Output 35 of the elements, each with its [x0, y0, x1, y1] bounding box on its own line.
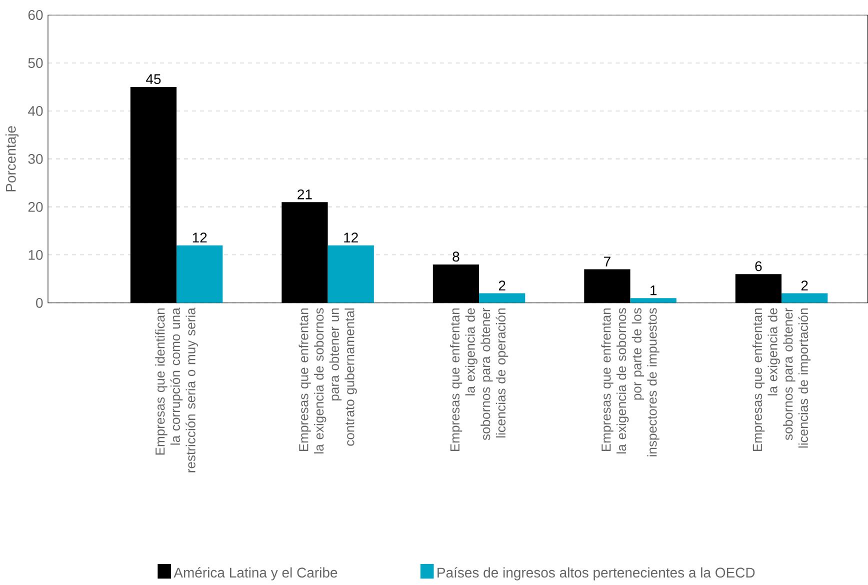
data-label: 8 — [452, 252, 460, 262]
data-label: 6 — [755, 261, 762, 272]
x-tick-label: Empresas que enfrentan la exigencia de sobornos para obtener licencias de operación — [450, 308, 508, 452]
bar — [282, 202, 328, 304]
legend-label: América Latina y el Caribe — [174, 567, 338, 580]
y-tick-label: 60 — [28, 10, 43, 20]
y-tick-label: 50 — [28, 58, 43, 68]
bar — [630, 298, 676, 304]
y-tick-label: 10 — [28, 250, 43, 260]
y-tick-label: 30 — [28, 154, 43, 164]
y-tick-label: 40 — [28, 106, 43, 116]
data-label: 12 — [344, 232, 358, 242]
data-label: 2 — [498, 280, 506, 290]
bar — [176, 245, 223, 304]
data-label: 2 — [801, 280, 808, 290]
x-tick-label: Empresas que enfrentan la exigencia de sobornos por parte de los inspectores de impuestos — [601, 308, 660, 456]
data-label: 1 — [650, 286, 657, 296]
data-label: 21 — [298, 190, 312, 200]
y-tick-label: 0 — [36, 298, 43, 308]
bar — [782, 293, 828, 304]
bar — [130, 87, 177, 304]
bar — [479, 293, 526, 304]
bar — [432, 264, 480, 304]
data-label: 7 — [604, 256, 610, 266]
data-label: 12 — [192, 232, 207, 242]
data-label: 45 — [146, 74, 161, 84]
bar — [735, 274, 782, 304]
x-tick-label: Empresas que enfrentan la exigencia de sobornos para obtener licencias de importación — [752, 308, 811, 452]
bar — [328, 245, 374, 304]
y-axis-title: Porcentaje — [6, 126, 19, 192]
legend-label: Países de ingresos altos pertenecientes a la OECD — [438, 567, 755, 580]
y-tick-label: 20 — [28, 202, 43, 212]
x-tick-label: Empresas que enfrentan la exigencia de sobornos para obtener un contrato gubernamental — [298, 308, 357, 454]
bar — [584, 269, 630, 304]
x-tick-label: Empresas que identifican la corrupción como una restricción seria o muy seria — [155, 308, 198, 472]
